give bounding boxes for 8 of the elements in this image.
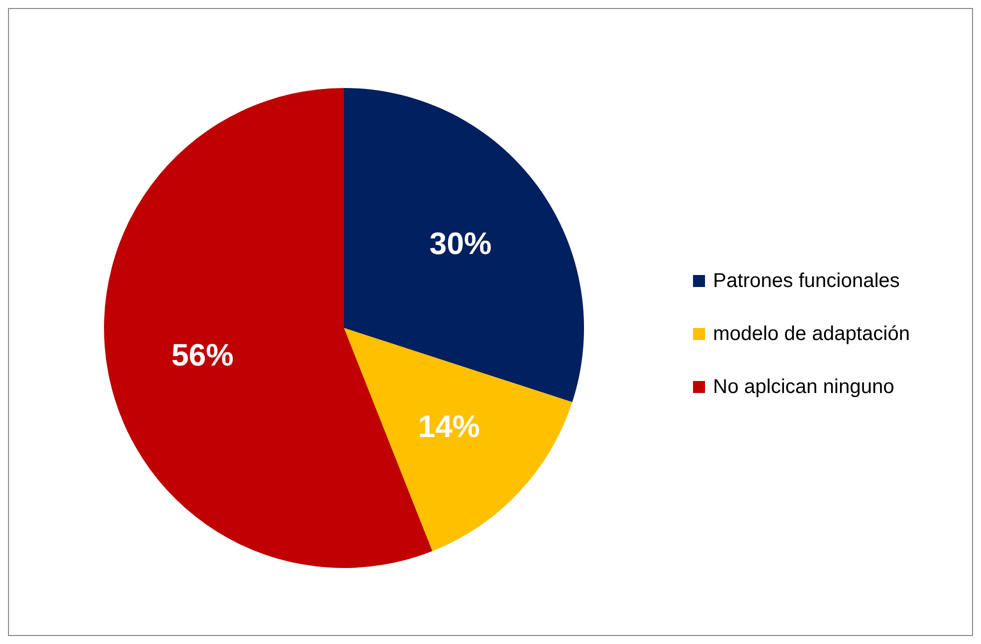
- legend-label: No aplcican ninguno: [713, 376, 894, 398]
- pie-slice: [344, 88, 584, 402]
- data-label: 56%: [172, 337, 234, 372]
- data-label: 14%: [418, 409, 480, 444]
- data-label: 30%: [429, 226, 492, 261]
- legend-label: Patrones funcionales: [713, 270, 900, 292]
- legend-label: modelo de adaptación: [713, 323, 910, 345]
- pie-slice: [344, 328, 572, 552]
